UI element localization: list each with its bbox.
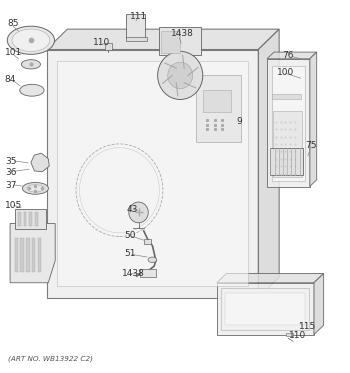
Bar [140, 269, 156, 277]
Text: 1438: 1438 [122, 269, 145, 278]
Text: 9: 9 [237, 117, 243, 126]
Text: 110: 110 [288, 331, 306, 340]
Text: 85: 85 [7, 19, 19, 28]
Bar [35, 212, 37, 226]
Text: 50: 50 [125, 231, 136, 240]
Text: 100: 100 [278, 68, 295, 77]
Polygon shape [10, 223, 55, 283]
Bar [126, 37, 147, 41]
Bar [271, 148, 303, 175]
Ellipse shape [22, 182, 48, 194]
Bar [273, 111, 302, 177]
Polygon shape [217, 283, 314, 335]
Text: (ART NO. WB13922 C2): (ART NO. WB13922 C2) [8, 356, 93, 362]
Bar [159, 27, 201, 55]
Circle shape [129, 202, 148, 223]
Text: 110: 110 [93, 38, 110, 47]
Bar [286, 333, 293, 336]
Text: 37: 37 [5, 181, 16, 190]
Ellipse shape [21, 60, 41, 69]
Text: 101: 101 [5, 48, 22, 57]
Bar [126, 14, 146, 38]
Bar [23, 212, 26, 226]
Bar [161, 31, 180, 53]
Bar [225, 293, 305, 325]
Bar [18, 212, 21, 226]
Circle shape [168, 62, 193, 89]
Bar [26, 238, 29, 272]
Text: 75: 75 [306, 141, 317, 150]
Ellipse shape [20, 84, 44, 96]
Polygon shape [57, 61, 248, 286]
Text: 35: 35 [5, 157, 16, 166]
Bar [29, 212, 32, 226]
Text: 76: 76 [282, 51, 293, 60]
Bar [38, 238, 41, 272]
Text: 51: 51 [125, 250, 136, 258]
Bar [196, 75, 241, 142]
Bar [32, 238, 35, 272]
Ellipse shape [148, 257, 157, 263]
Bar [15, 238, 18, 272]
Polygon shape [267, 52, 317, 59]
Polygon shape [310, 52, 317, 186]
Bar [144, 239, 152, 244]
Ellipse shape [12, 29, 50, 51]
Polygon shape [47, 29, 279, 50]
Polygon shape [47, 50, 258, 298]
Polygon shape [217, 273, 324, 283]
Text: 36: 36 [5, 168, 16, 177]
Ellipse shape [27, 185, 44, 192]
Ellipse shape [7, 26, 55, 54]
Bar [203, 90, 231, 112]
Bar [272, 66, 304, 181]
Polygon shape [314, 273, 324, 335]
Text: 111: 111 [130, 12, 147, 21]
Bar [15, 209, 46, 229]
Bar [272, 94, 301, 100]
Text: 1438: 1438 [171, 29, 194, 38]
Circle shape [158, 51, 203, 100]
Bar [105, 43, 112, 50]
Text: 84: 84 [5, 75, 16, 84]
Polygon shape [267, 59, 310, 186]
Polygon shape [31, 153, 49, 172]
Bar [21, 238, 23, 272]
Text: 105: 105 [5, 201, 22, 210]
Bar [221, 288, 309, 330]
Polygon shape [258, 29, 279, 298]
Text: 43: 43 [126, 205, 138, 214]
Text: 115: 115 [299, 322, 316, 331]
